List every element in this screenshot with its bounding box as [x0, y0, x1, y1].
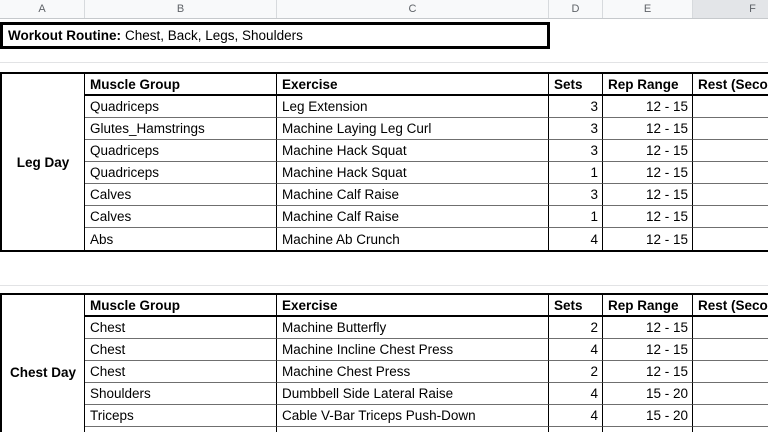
cell-exercise[interactable]: Leg Extension: [277, 96, 549, 118]
sheet-gridline: [0, 285, 768, 286]
cell-muscle-group[interactable]: Chest: [85, 317, 277, 339]
cell-muscle-group[interactable]: Triceps: [85, 405, 277, 427]
workout-routine-label: Workout Routine:: [8, 28, 121, 43]
column-header-c[interactable]: C: [277, 0, 549, 18]
cell-sets[interactable]: 2: [549, 317, 603, 339]
leg-day-table: Leg Day Muscle Group Exercise Sets Rep Rang…: [0, 72, 768, 252]
column-header-a[interactable]: A: [0, 0, 85, 18]
cell-sets[interactable]: 3: [549, 184, 603, 206]
cell-rest[interactable]: [693, 118, 768, 140]
header-cell-muscle-group[interactable]: Muscle Group: [85, 74, 277, 96]
cell-exercise[interactable]: [277, 427, 549, 432]
cell-rest[interactable]: [693, 405, 768, 427]
cell-rep-range[interactable]: 12 - 15: [603, 184, 693, 206]
cell-sets[interactable]: 4: [549, 339, 603, 361]
cell-sets[interactable]: 3: [549, 118, 603, 140]
cell-rest[interactable]: [693, 206, 768, 228]
cell-exercise[interactable]: Machine Hack Squat: [277, 140, 549, 162]
cell-exercise[interactable]: Dumbbell Side Lateral Raise: [277, 383, 549, 405]
cell-rep-range[interactable]: 12 - 15: [603, 206, 693, 228]
cell-rest[interactable]: [693, 162, 768, 184]
cell-muscle-group[interactable]: Chest: [85, 339, 277, 361]
header-cell-exercise[interactable]: Exercise: [277, 295, 549, 317]
cell-rep-range[interactable]: 12 - 15: [603, 118, 693, 140]
cell-sets[interactable]: 3: [549, 96, 603, 118]
cell-rest[interactable]: [693, 140, 768, 162]
cell-exercise[interactable]: Machine Ab Crunch: [277, 228, 549, 250]
cell-rep-range[interactable]: 15 - 20: [603, 405, 693, 427]
merged-day-cell[interactable]: Leg Day: [2, 74, 85, 250]
column-header-row: A B C D E F: [0, 0, 768, 19]
cell-sets[interactable]: 4: [549, 228, 603, 250]
cell-muscle-group[interactable]: Calves: [85, 184, 277, 206]
cell-exercise[interactable]: Machine Hack Squat: [277, 162, 549, 184]
cell-muscle-group[interactable]: Glutes_Hamstrings: [85, 118, 277, 140]
cell-rest[interactable]: [693, 317, 768, 339]
cell-exercise[interactable]: Machine Incline Chest Press: [277, 339, 549, 361]
cell-sets[interactable]: 4: [549, 405, 603, 427]
cell-rep-range[interactable]: 12 - 15: [603, 228, 693, 250]
cell-sets[interactable]: 2: [549, 361, 603, 383]
cell-rest[interactable]: [693, 96, 768, 118]
cell-exercise[interactable]: Machine Laying Leg Curl: [277, 118, 549, 140]
cell-rest[interactable]: [693, 427, 768, 432]
cell-exercise[interactable]: Machine Chest Press: [277, 361, 549, 383]
cell-muscle-group[interactable]: Shoulders: [85, 383, 277, 405]
header-cell-rest[interactable]: Rest (Seconds): [693, 74, 768, 96]
sheet-gridline: [0, 62, 768, 63]
column-header-b[interactable]: B: [85, 0, 277, 18]
cell-rep-range[interactable]: 12 - 15: [603, 317, 693, 339]
cell-rep-range[interactable]: 12 - 15: [603, 361, 693, 383]
header-cell-rest[interactable]: Rest (Seconds): [693, 295, 768, 317]
cell-sets[interactable]: [549, 427, 603, 432]
column-header-e[interactable]: E: [603, 0, 693, 18]
cell-sets[interactable]: 4: [549, 383, 603, 405]
header-cell-rep-range[interactable]: Rep Range: [603, 295, 693, 317]
cell-sets[interactable]: 1: [549, 162, 603, 184]
cell-rep-range[interactable]: 12 - 15: [603, 96, 693, 118]
header-cell-muscle-group[interactable]: Muscle Group: [85, 295, 277, 317]
cell-rest[interactable]: [693, 228, 768, 250]
cell-muscle-group[interactable]: Quadriceps: [85, 140, 277, 162]
cell-rest[interactable]: [693, 361, 768, 383]
column-header-f[interactable]: F: [693, 0, 768, 18]
cell-muscle-group[interactable]: Calves: [85, 206, 277, 228]
cell-exercise[interactable]: Machine Calf Raise: [277, 184, 549, 206]
cell-rest[interactable]: [693, 383, 768, 405]
cell-sets[interactable]: 3: [549, 140, 603, 162]
cell-muscle-group[interactable]: [85, 427, 277, 432]
cell-rep-range[interactable]: 12 - 15: [603, 140, 693, 162]
cell-muscle-group[interactable]: Quadriceps: [85, 162, 277, 184]
cell-muscle-group[interactable]: Quadriceps: [85, 96, 277, 118]
cell-rep-range[interactable]: [603, 427, 693, 432]
header-cell-sets[interactable]: Sets: [549, 74, 603, 96]
column-header-d[interactable]: D: [549, 0, 603, 18]
merged-day-cell[interactable]: Chest Day: [2, 295, 85, 432]
cell-exercise[interactable]: Machine Butterfly: [277, 317, 549, 339]
cell-exercise[interactable]: Machine Calf Raise: [277, 206, 549, 228]
cell-rep-range[interactable]: 12 - 15: [603, 162, 693, 184]
cell-rep-range[interactable]: 12 - 15: [603, 339, 693, 361]
cell-muscle-group[interactable]: Abs: [85, 228, 277, 250]
header-cell-rep-range[interactable]: Rep Range: [603, 74, 693, 96]
cell-rest[interactable]: [693, 339, 768, 361]
chest-day-table: Chest Day Muscle Group Exercise Sets Rep Ra…: [0, 293, 768, 432]
header-cell-exercise[interactable]: Exercise: [277, 74, 549, 96]
cell-exercise[interactable]: Cable V-Bar Triceps Push-Down: [277, 405, 549, 427]
workout-routine-value: Chest, Back, Legs, Shoulders: [124, 28, 303, 43]
cell-sets[interactable]: 1: [549, 206, 603, 228]
cell-rest[interactable]: [693, 184, 768, 206]
workout-routine-cell[interactable]: Workout Routine: Chest, Back, Legs, Shou…: [0, 22, 550, 49]
cell-rep-range[interactable]: 15 - 20: [603, 383, 693, 405]
header-cell-sets[interactable]: Sets: [549, 295, 603, 317]
cell-muscle-group[interactable]: Chest: [85, 361, 277, 383]
